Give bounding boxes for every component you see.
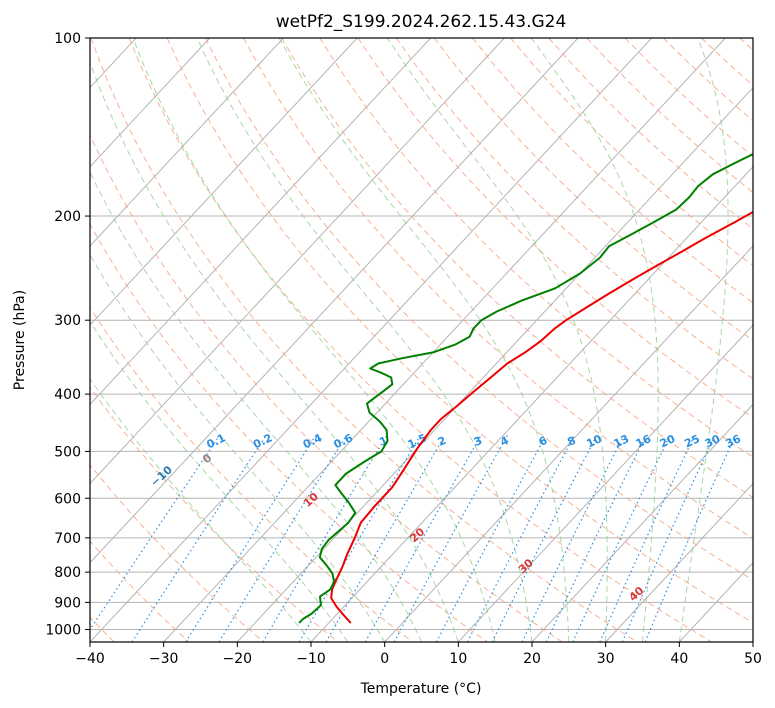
moist-adiabat-line bbox=[386, 38, 608, 642]
isotherm-line bbox=[384, 245, 753, 642]
x-axis: −40 −30 −20 −10 0 10 20 30 40 50 bbox=[75, 642, 762, 667]
dry-adiabat-line bbox=[281, 38, 753, 498]
mixing-ratio-line bbox=[644, 435, 737, 642]
y-tick-label: 300 bbox=[54, 313, 81, 329]
isotherm-line bbox=[90, 38, 432, 406]
mixing-ratio-label: 13 bbox=[612, 432, 631, 450]
dry-adiabat-line bbox=[90, 38, 638, 642]
isotherm-line bbox=[752, 641, 753, 642]
isotherm-line bbox=[310, 165, 753, 642]
dry-adiabat-line bbox=[433, 38, 753, 342]
dry-adiabat-line bbox=[166, 38, 753, 624]
y-tick-label: 900 bbox=[54, 595, 81, 611]
mixing-ratio-label: 30 bbox=[703, 432, 723, 450]
dry-adiabat-line bbox=[90, 463, 264, 642]
mixing-ratio-label: 25 bbox=[682, 432, 701, 450]
x-tick-label: −10 bbox=[296, 651, 326, 667]
mixing-ratio-line bbox=[435, 435, 547, 642]
chart-title: wetPf2_S199.2024.262.15.43.G24 bbox=[276, 12, 567, 32]
dry-adiabat-label: −20 bbox=[50, 417, 77, 443]
dry-adiabat-line bbox=[90, 386, 339, 642]
mixing-ratio-line bbox=[599, 435, 696, 642]
dry-adiabat-line bbox=[128, 38, 712, 642]
mixing-ratio-line bbox=[364, 435, 482, 642]
moist-adiabat-line bbox=[278, 38, 570, 642]
y-tick-label: 1000 bbox=[45, 622, 81, 638]
mixing-ratio-label: 20 bbox=[658, 432, 678, 450]
isotherm-line bbox=[90, 38, 505, 485]
isotherm-line bbox=[90, 38, 653, 642]
y-tick-label: 600 bbox=[54, 491, 81, 507]
plot-background bbox=[90, 38, 753, 642]
temperature-line bbox=[330, 210, 753, 624]
x-tick-label: 30 bbox=[597, 651, 615, 667]
isotherm-line bbox=[90, 38, 579, 564]
x-tick-label: −40 bbox=[75, 651, 105, 667]
moist-adiabat-line bbox=[196, 38, 533, 642]
x-axis-label: Temperature (°C) bbox=[360, 681, 482, 697]
x-tick-label: 10 bbox=[449, 651, 467, 667]
x-tick-label: 50 bbox=[744, 651, 762, 667]
mixing-ratio-line bbox=[491, 435, 598, 642]
mixing-ratio-line bbox=[325, 435, 446, 642]
dry-adiabat-line bbox=[90, 133, 563, 642]
moist-adiabat-line bbox=[90, 378, 312, 642]
mixing-ratio-line bbox=[262, 435, 388, 642]
isotherm-line bbox=[163, 38, 726, 642]
isotherm-line bbox=[531, 403, 753, 642]
x-tick-label: 40 bbox=[670, 651, 688, 667]
y-tick-label: 800 bbox=[54, 565, 81, 581]
isotherm-line bbox=[90, 38, 358, 326]
moist-adiabat-line bbox=[90, 253, 386, 642]
y-tick-label: 400 bbox=[54, 387, 81, 403]
dewpoint-line bbox=[298, 153, 753, 624]
x-tick-label: −30 bbox=[149, 651, 179, 667]
moist-adiabat-line bbox=[90, 171, 422, 642]
mixing-ratio-line bbox=[521, 435, 625, 642]
dry-adiabat-line bbox=[90, 540, 190, 642]
mixing-ratio-label: 16 bbox=[634, 432, 654, 450]
y-axis: 100 200 300 400 500 600 700 800 900 1000 bbox=[45, 31, 90, 638]
mixing-ratio-line bbox=[621, 435, 716, 642]
plot-frame bbox=[89, 37, 754, 643]
y-axis-label: Pressure (hPa) bbox=[12, 290, 28, 390]
y-tick-label: 700 bbox=[54, 531, 81, 547]
moist-adiabat-line bbox=[132, 38, 496, 642]
series-layer bbox=[298, 153, 753, 624]
mixing-ratio-label: 36 bbox=[723, 432, 743, 450]
isotherm-line bbox=[236, 86, 753, 642]
dry-adiabat-line bbox=[472, 38, 753, 304]
isotherm-line bbox=[605, 482, 753, 642]
mixing-ratio-line bbox=[466, 435, 575, 642]
y-tick-label: 200 bbox=[54, 209, 81, 225]
x-tick-label: 20 bbox=[523, 651, 541, 667]
isotherm-line bbox=[90, 38, 284, 247]
x-tick-label: −20 bbox=[223, 651, 253, 667]
isotherm-line bbox=[457, 324, 753, 642]
mixing-ratio-line bbox=[545, 435, 647, 642]
moist-adiabat-line bbox=[90, 60, 459, 642]
mixing-ratio-line bbox=[298, 435, 421, 642]
y-tick-label: 100 bbox=[54, 31, 81, 47]
moist-adiabat-line bbox=[90, 320, 349, 642]
mixing-ratio-line bbox=[90, 435, 220, 631]
mixing-ratio-label: 10 bbox=[585, 432, 605, 450]
moist-adiabat-line bbox=[530, 38, 659, 642]
dry-adiabat-line bbox=[395, 38, 753, 380]
dry-adiabat-line bbox=[204, 38, 753, 581]
mixing-ratio-line bbox=[218, 435, 347, 642]
dry-adiabat-line bbox=[243, 38, 753, 539]
dry-adiabat-line bbox=[90, 223, 488, 642]
moist-adiabat-line bbox=[678, 38, 729, 642]
background-lines bbox=[0, 38, 753, 642]
dry-adiabat-line bbox=[90, 306, 414, 642]
isotherm-line bbox=[0, 38, 62, 642]
mixing-ratio-line bbox=[572, 435, 671, 642]
y-tick-label: 500 bbox=[54, 444, 81, 460]
mixing-ratio-line bbox=[393, 435, 508, 642]
isotherm-line bbox=[90, 38, 211, 168]
x-tick-label: 0 bbox=[380, 651, 389, 667]
